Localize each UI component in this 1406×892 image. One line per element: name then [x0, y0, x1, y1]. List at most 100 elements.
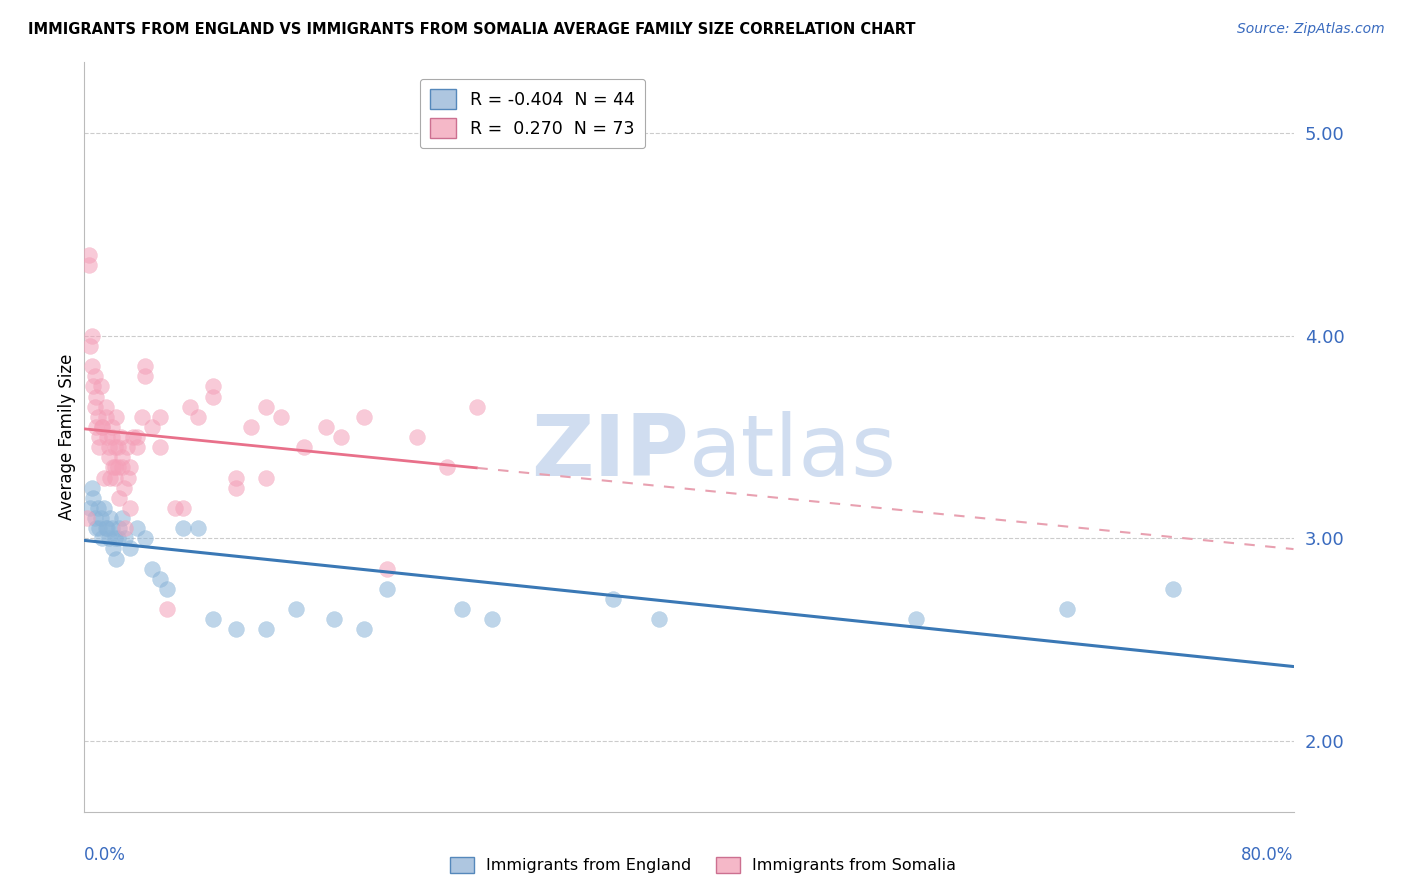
Legend: R = -0.404  N = 44, R =  0.270  N = 73: R = -0.404 N = 44, R = 0.270 N = 73 — [419, 78, 645, 148]
Point — [79, 339, 101, 353]
Point — [201, 379, 224, 393]
Point — [89, 521, 111, 535]
Point — [1161, 582, 1184, 596]
Point — [201, 390, 224, 404]
Point — [91, 420, 114, 434]
Text: Source: ZipAtlas.com: Source: ZipAtlas.com — [1237, 22, 1385, 37]
Point — [353, 623, 375, 637]
Point — [94, 400, 117, 414]
Legend: Immigrants from England, Immigrants from Somalia: Immigrants from England, Immigrants from… — [443, 850, 963, 880]
Point — [104, 440, 127, 454]
Point — [141, 420, 163, 434]
Point — [602, 592, 624, 607]
Point — [77, 258, 100, 272]
Point — [100, 420, 122, 434]
Point — [375, 562, 398, 576]
Point — [100, 521, 122, 535]
Point — [315, 420, 337, 434]
Point — [105, 409, 128, 424]
Point — [1056, 602, 1078, 616]
Point — [97, 440, 120, 454]
Point — [94, 521, 117, 535]
Point — [165, 500, 187, 515]
Point — [254, 470, 277, 484]
Point — [406, 430, 429, 444]
Point — [117, 470, 139, 484]
Point — [239, 420, 262, 434]
Point — [292, 440, 315, 454]
Point — [98, 511, 121, 525]
Point — [322, 612, 344, 626]
Point — [97, 532, 120, 546]
Text: 80.0%: 80.0% — [1241, 847, 1294, 864]
Point — [86, 420, 108, 434]
Point — [96, 521, 118, 535]
Point — [156, 582, 179, 596]
Point — [285, 602, 308, 616]
Point — [149, 572, 172, 586]
Point — [225, 481, 247, 495]
Point — [112, 481, 135, 495]
Point — [648, 612, 671, 626]
Point — [149, 440, 172, 454]
Point — [87, 500, 110, 515]
Point — [115, 440, 138, 454]
Point — [107, 532, 129, 546]
Point — [134, 369, 156, 384]
Point — [91, 420, 114, 434]
Point — [86, 390, 108, 404]
Point — [104, 460, 127, 475]
Text: atlas: atlas — [689, 410, 897, 493]
Point — [84, 400, 107, 414]
Point — [451, 602, 474, 616]
Point — [134, 532, 156, 546]
Point — [156, 602, 179, 616]
Point — [94, 409, 117, 424]
Point — [77, 248, 100, 262]
Point — [93, 470, 115, 484]
Point — [108, 491, 131, 505]
Point — [105, 551, 128, 566]
Point — [111, 460, 134, 475]
Point — [254, 400, 277, 414]
Point — [101, 541, 124, 556]
Point — [467, 400, 489, 414]
Point — [375, 582, 398, 596]
Point — [107, 440, 129, 454]
Point — [187, 521, 209, 535]
Point — [98, 470, 121, 484]
Text: ZIP: ZIP — [531, 410, 689, 493]
Point — [84, 511, 107, 525]
Point — [121, 430, 143, 444]
Point — [436, 460, 458, 475]
Point — [131, 409, 153, 424]
Point — [101, 460, 124, 475]
Point — [225, 470, 247, 484]
Y-axis label: Average Family Size: Average Family Size — [58, 354, 76, 520]
Point — [172, 521, 194, 535]
Point — [172, 500, 194, 515]
Point — [100, 430, 122, 444]
Point — [127, 440, 149, 454]
Point — [86, 521, 108, 535]
Point — [201, 612, 224, 626]
Point — [104, 532, 127, 546]
Point — [114, 532, 136, 546]
Point — [270, 409, 292, 424]
Point — [225, 623, 247, 637]
Text: 0.0%: 0.0% — [84, 847, 127, 864]
Point — [97, 450, 120, 465]
Point — [330, 430, 353, 444]
Point — [80, 328, 103, 343]
Point — [108, 521, 131, 535]
Point — [79, 500, 101, 515]
Point — [481, 612, 503, 626]
Point — [87, 409, 110, 424]
Point — [104, 470, 127, 484]
Point — [90, 511, 112, 525]
Point — [179, 400, 201, 414]
Point — [80, 359, 103, 374]
Point — [118, 541, 141, 556]
Point — [90, 379, 112, 393]
Point — [107, 460, 129, 475]
